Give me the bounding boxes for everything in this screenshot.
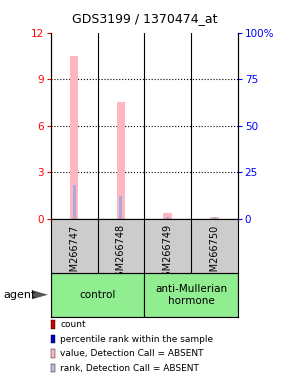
Text: GSM266749: GSM266749 <box>163 224 173 283</box>
Text: percentile rank within the sample: percentile rank within the sample <box>60 334 213 344</box>
Text: GSM266747: GSM266747 <box>69 224 79 283</box>
Bar <box>210 217 219 219</box>
Text: GDS3199 / 1370474_at: GDS3199 / 1370474_at <box>72 12 218 25</box>
Text: GSM266748: GSM266748 <box>116 224 126 283</box>
Bar <box>164 214 172 219</box>
Text: agent: agent <box>3 290 35 300</box>
Text: control: control <box>79 290 116 300</box>
Text: value, Detection Call = ABSENT: value, Detection Call = ABSENT <box>60 349 204 358</box>
Bar <box>144 273 238 317</box>
Bar <box>166 217 169 219</box>
Bar <box>51 273 144 317</box>
Bar <box>70 56 78 219</box>
Bar <box>119 195 122 219</box>
Text: GSM266750: GSM266750 <box>209 224 220 283</box>
Bar <box>213 217 216 219</box>
Text: rank, Detection Call = ABSENT: rank, Detection Call = ABSENT <box>60 364 199 373</box>
Text: count: count <box>60 320 86 329</box>
Bar <box>73 185 75 219</box>
Polygon shape <box>32 290 48 300</box>
Bar <box>117 103 125 219</box>
Text: anti-Mullerian
hormone: anti-Mullerian hormone <box>155 284 227 306</box>
